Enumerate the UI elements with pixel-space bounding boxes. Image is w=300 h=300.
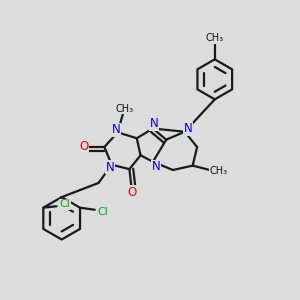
Text: N: N	[106, 160, 115, 174]
Text: Cl: Cl	[59, 199, 70, 209]
Text: CH₃: CH₃	[209, 167, 228, 176]
Text: Cl: Cl	[98, 207, 108, 217]
Text: N: N	[112, 124, 121, 136]
Text: N: N	[152, 160, 160, 173]
Text: N: N	[184, 122, 193, 135]
Text: CH₃: CH₃	[115, 104, 134, 114]
Text: CH₃: CH₃	[206, 33, 224, 43]
Text: O: O	[80, 140, 89, 153]
Text: N: N	[149, 117, 158, 130]
Text: O: O	[128, 186, 137, 199]
